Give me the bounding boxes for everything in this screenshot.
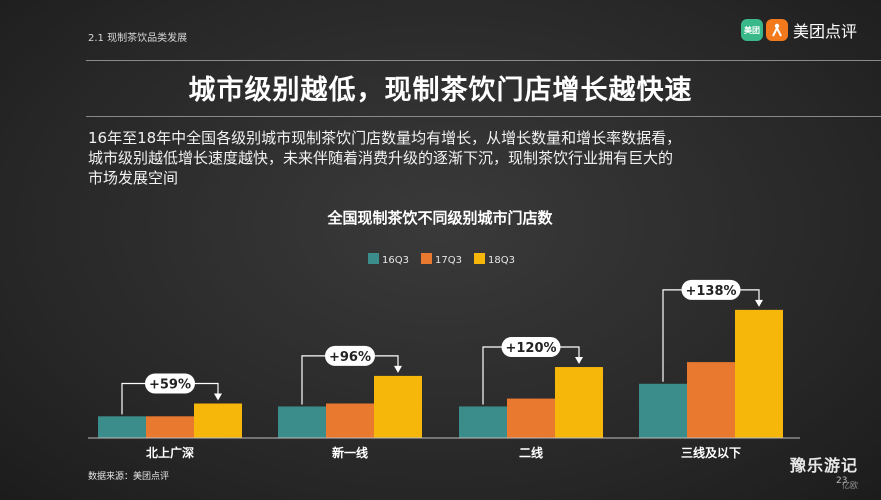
description: 16年至18年中全国各级别城市现制茶饮门店数量均有增长，从增长数量和增长率数据看…	[88, 128, 808, 188]
growth-pill	[681, 279, 741, 300]
chart-bars	[98, 309, 783, 438]
growth-pill	[501, 337, 561, 358]
dianping-logo-icon	[766, 19, 788, 41]
chart-legend: 16Q3 17Q3 18Q3	[368, 253, 515, 266]
description-line: 16年至18年中全国各级别城市现制茶饮门店数量均有增长，从增长数量和增长率数据看…	[88, 129, 682, 147]
bar	[326, 403, 374, 438]
bar	[194, 403, 242, 438]
title-rule-bottom	[86, 116, 881, 117]
bar	[639, 383, 687, 438]
growth-arrow-icon	[755, 299, 763, 307]
page-title: 城市级别越低，现制茶饮门店增长越快速	[188, 75, 693, 106]
bar	[146, 416, 194, 438]
legend-swatch	[368, 253, 379, 264]
growth-pill	[325, 345, 375, 366]
legend-swatch	[421, 253, 432, 264]
growth-label: +138%	[685, 284, 736, 299]
legend-swatch	[474, 253, 485, 264]
meituan-logo-text: 美团	[744, 25, 760, 35]
x-tick-label: 北上广深	[146, 445, 194, 460]
legend-label: 16Q3	[382, 255, 409, 266]
description-line: 市场发展空间	[88, 169, 179, 187]
growth-arrow-icon	[394, 365, 402, 373]
description-line: 城市级别越低增长速度越快，未来伴随着消费升级的逐渐下沉，现制茶饮行业拥有巨大的	[88, 149, 674, 167]
x-tick-label: 新一线	[332, 445, 368, 460]
page-number: 23	[836, 476, 848, 486]
brand-text: 美团点评	[793, 22, 858, 41]
growth-brackets: +59% +96% +120% +138%	[121, 279, 763, 415]
growth-pill	[145, 373, 195, 394]
legend-label: 18Q3	[488, 255, 515, 266]
section-label: 2.1 现制茶饮品类发展	[88, 33, 188, 44]
bar	[374, 375, 422, 438]
bar	[735, 309, 783, 438]
meituan-logo-icon: 美团	[741, 19, 763, 41]
watermark-sub: 亿欧	[842, 481, 858, 490]
x-tick-label: 二线	[519, 445, 543, 460]
brand-logo: 美团 美团点评	[741, 18, 857, 42]
bar	[555, 367, 603, 438]
x-axis-labels: 北上广深 新一线 二线 三线及以下	[146, 445, 741, 460]
chart-title: 全国现制茶饮不同级别城市门店数	[326, 209, 553, 227]
growth-label: +59%	[149, 378, 191, 393]
growth-arrow-icon	[214, 393, 222, 401]
bar	[459, 406, 507, 438]
legend-label: 17Q3	[435, 255, 462, 266]
watermark: 豫乐游记	[790, 456, 859, 475]
bar	[98, 416, 146, 438]
growth-arrow-icon	[575, 357, 583, 365]
bar	[507, 398, 555, 438]
growth-label: +96%	[329, 350, 371, 365]
title-rule-top	[86, 60, 881, 61]
bar	[687, 362, 735, 438]
bar	[278, 406, 326, 438]
data-source: 数据来源：美团点评	[88, 472, 170, 482]
growth-label: +120%	[505, 341, 556, 356]
x-tick-label: 三线及以下	[681, 445, 741, 460]
